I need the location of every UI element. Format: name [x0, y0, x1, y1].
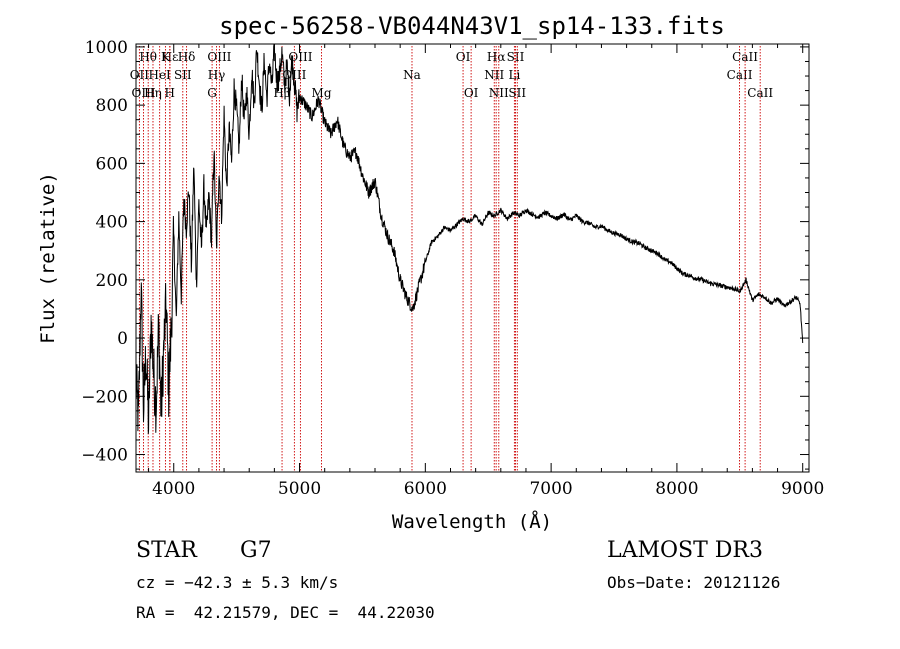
line-marker-label: CaII — [732, 50, 758, 64]
axes: 4000 5000 6000 7000 8000 9000 −400 −200 0 200 400 6… — [81, 38, 824, 499]
line-marker-label: Mg — [312, 86, 332, 100]
x-tick-label: 9000 — [781, 479, 824, 499]
line-marker-label: NII — [489, 86, 509, 100]
y-tick-label: 0 — [117, 329, 128, 349]
line-marker-label: G — [207, 86, 217, 100]
x-tick-label: 5000 — [278, 479, 321, 499]
line-marker-label: Na — [403, 68, 421, 82]
spectrum-line — [135, 43, 804, 434]
line-marker-label: SII — [508, 86, 526, 100]
y-tick-label: 800 — [96, 96, 128, 116]
object-class: STAR — [136, 538, 197, 563]
line-marker-label: SII — [174, 68, 192, 82]
x-tick-label: 8000 — [655, 479, 698, 499]
line-marker-label: OIII — [288, 50, 312, 64]
y-tick-label: 400 — [96, 213, 128, 233]
line-marker-label: OIII — [132, 86, 156, 100]
redshift-text: cz = −42.3 ± 5.3 km/s — [136, 573, 339, 592]
line-marker-label: Hγ — [208, 68, 226, 82]
line-marker-label: OI — [464, 86, 479, 100]
y-tick-label: −200 — [81, 387, 128, 407]
y-tick-label: −400 — [81, 446, 128, 466]
survey-name: LAMOST DR3 — [607, 538, 763, 563]
line-marker-label: OIII — [207, 50, 231, 64]
coordinates-text: RA = 42.21579, DEC = 44.22030 — [136, 603, 435, 622]
line-marker-label: H — [164, 86, 174, 100]
line-marker-label: NII — [484, 68, 504, 82]
line-marker-label: OI — [456, 50, 471, 64]
spectral-subclass: G7 — [240, 538, 272, 563]
line-marker-label: CaII — [747, 86, 773, 100]
line-markers: HεOIIOIIIHθHηHeIKHSIIHδGHγOIIIHβOIIIOIII… — [130, 46, 773, 472]
line-marker-label: Hη — [144, 86, 162, 100]
line-marker-label: OII — [130, 68, 150, 82]
line-marker-label: CaII — [727, 68, 753, 82]
line-marker-label: Hα — [487, 50, 506, 64]
x-tick-label: 7000 — [529, 479, 572, 499]
line-marker-label: Li — [508, 68, 520, 82]
obs-date: Obs−Date: 20121126 — [607, 573, 781, 592]
line-marker-label: HeI — [148, 68, 171, 82]
x-axis-label: Wavelength (Å) — [392, 510, 552, 533]
x-tick-label: 6000 — [404, 479, 447, 499]
y-tick-label: 600 — [96, 154, 128, 174]
line-marker-label: K — [161, 50, 171, 64]
plot-frame — [135, 43, 810, 473]
y-tick-label: 200 — [96, 271, 128, 291]
line-marker-label: Hθ — [139, 50, 157, 64]
y-axis-label: Flux (relative) — [37, 172, 59, 344]
y-tick-label: 1000 — [85, 38, 128, 58]
x-tick-label: 4000 — [152, 479, 195, 499]
line-marker-label: Hδ — [178, 50, 196, 64]
chart-title: spec-56258-VB044N43V1_sp14-133.fits — [219, 12, 725, 40]
line-marker-label: SII — [507, 50, 525, 64]
spectrum-series — [135, 43, 804, 434]
